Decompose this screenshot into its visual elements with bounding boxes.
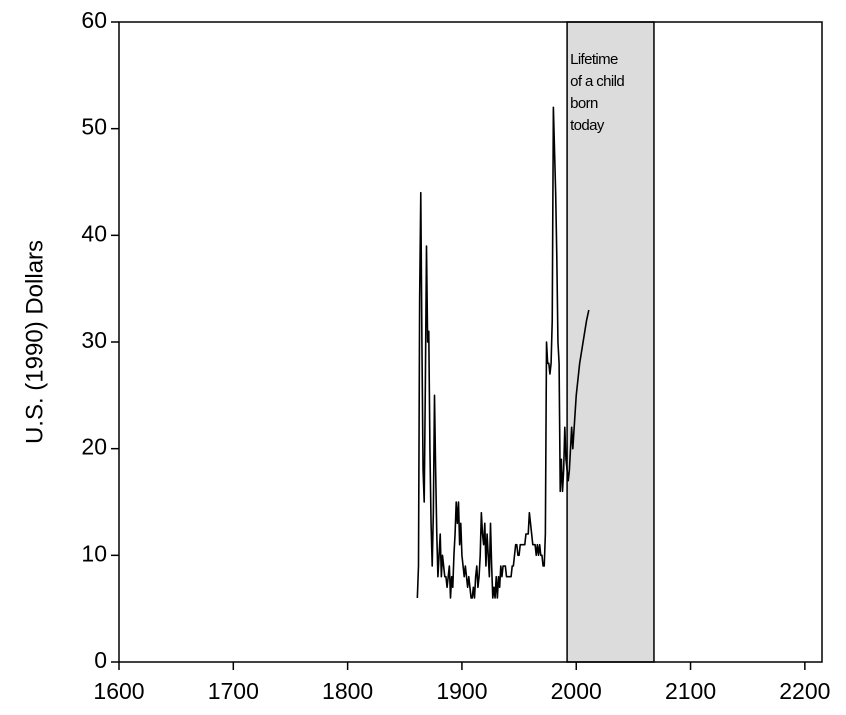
x-tick-label: 1900 [436, 678, 487, 704]
y-tick-label: 40 [81, 220, 107, 246]
x-tick-label: 2000 [551, 678, 602, 704]
annotation-text: Lifetime [570, 51, 618, 68]
plot-frame [118, 21, 823, 663]
x-tick-label: 1800 [322, 678, 373, 704]
y-tick-label: 20 [81, 434, 107, 460]
y-tick-label: 0 [94, 647, 107, 673]
annotation-text: born [570, 95, 598, 112]
y-tick-label: 50 [81, 114, 107, 140]
x-tick-label: 1600 [93, 678, 144, 704]
annotation-text: today [570, 117, 605, 134]
annotation-text: of a child [570, 73, 624, 90]
price-line [416, 106, 590, 599]
y-axis-label: U.S. (1990) Dollars [21, 240, 48, 444]
x-tick-label: 2100 [665, 678, 716, 704]
y-tick-label: 30 [81, 327, 107, 353]
y-tick-label: 10 [81, 540, 107, 566]
y-tick-label: 60 [81, 7, 107, 33]
x-tick-label: 2200 [779, 678, 830, 704]
annotation-band [566, 21, 655, 663]
x-tick-label: 1700 [208, 678, 259, 704]
